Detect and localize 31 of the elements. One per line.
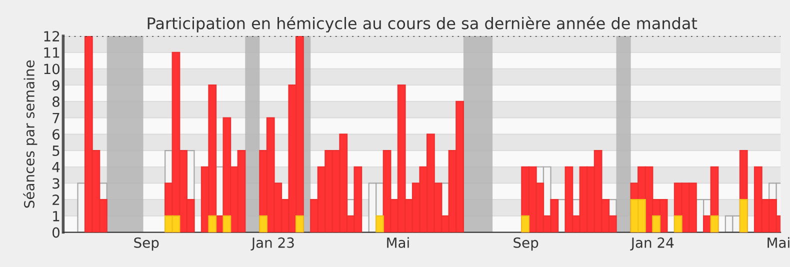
- y-tick-label: 11: [44, 48, 60, 58]
- y-tick-label: 0: [52, 227, 60, 238]
- y-tick-label: 8: [52, 96, 60, 107]
- x-tick-label: Jan 23: [250, 237, 294, 250]
- bar: [208, 215, 217, 232]
- bar: [652, 215, 660, 232]
- y-tick-label: 9: [52, 80, 60, 91]
- bar: [710, 215, 719, 232]
- x-tick-label: Jan 24: [630, 237, 674, 250]
- chart-title: Participation en hémicycle au cours de sa dernière année de mandat: [148, 16, 698, 32]
- y-tick-label: 6: [52, 129, 60, 140]
- x-tick-label: Sep: [134, 237, 159, 251]
- bar: [521, 215, 530, 232]
- bar: [376, 215, 384, 232]
- y-tick-label: 10: [44, 64, 60, 74]
- y-tick-label: 3: [52, 178, 60, 189]
- y-tick-label: 1: [53, 211, 60, 222]
- x-tick-label: Mai: [768, 237, 790, 248]
- bar: [674, 215, 682, 232]
- y-axis-title: Séances par semaine: [23, 60, 38, 208]
- bar: [739, 199, 748, 232]
- y-tick-label: 12: [44, 31, 60, 42]
- y-tick-label: 2: [52, 194, 60, 205]
- y-tick-label: 5: [52, 146, 60, 156]
- bar: [296, 215, 304, 232]
- x-tick-label: Mai: [387, 237, 409, 248]
- y-tick-label: 7: [52, 112, 60, 124]
- bar: [259, 215, 268, 232]
- bar: [222, 215, 232, 232]
- y-tick-label: 4: [52, 162, 60, 172]
- x-tick-label: Sep: [514, 237, 538, 251]
